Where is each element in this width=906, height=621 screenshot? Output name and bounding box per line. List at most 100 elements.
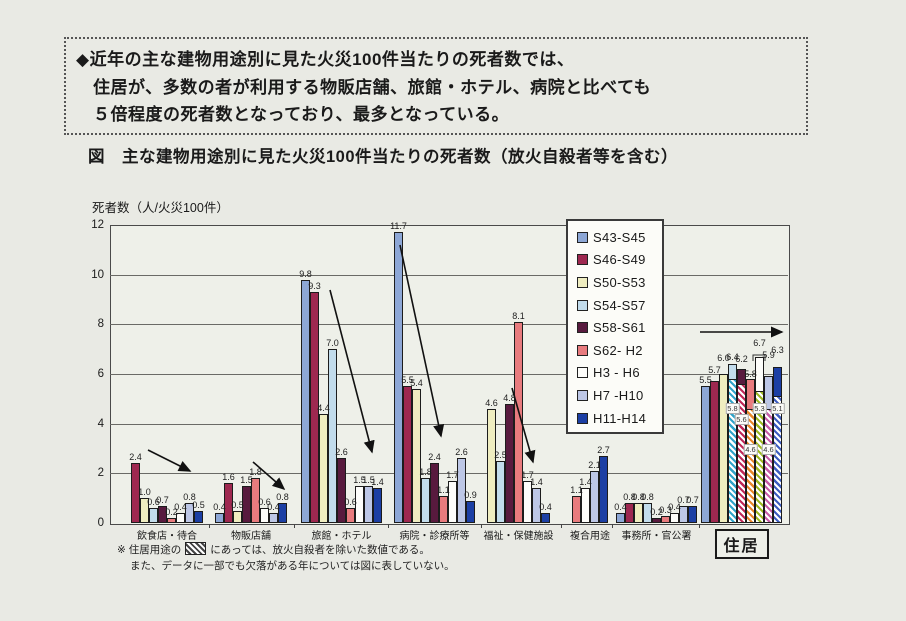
bar: [448, 480, 457, 523]
bar: [260, 508, 269, 523]
hatch-pattern-swatch: [185, 542, 207, 555]
gridline: [110, 473, 788, 475]
legend-swatch: [577, 231, 588, 243]
legend-item: S43-S45: [577, 226, 662, 249]
bar-value-label: 1.7: [521, 469, 534, 480]
legend-swatch: [577, 276, 588, 288]
bar-value-label: 0.6: [147, 497, 160, 508]
gridline: [110, 423, 788, 425]
footnote-line1-post: にあっては、放火自殺者を除いた数値である。: [210, 544, 430, 556]
y-axis-tick-label: 8: [97, 318, 104, 331]
bar-value-label: 4.8: [503, 392, 516, 403]
legend-label: H3 - H6: [593, 365, 640, 381]
hatch-bar-excluding-arson: [746, 408, 755, 523]
legend-swatch: [577, 299, 588, 311]
x-axis-tick: [209, 524, 210, 528]
bar-value-label: 4.4: [317, 402, 330, 413]
bar: [616, 513, 625, 523]
bar-value-label: 2.7: [597, 444, 610, 455]
x-axis-tick: [612, 524, 613, 528]
legend-label: S43-S45: [593, 229, 646, 245]
bar: [439, 495, 448, 523]
bar-value-label: 5.4: [410, 377, 423, 388]
summary-box: ◆近年の主な建物用途別に見た火災100件当たりの死者数では、 住居が、多数の者が…: [64, 37, 808, 135]
bar-value-label: 1.5: [362, 474, 375, 485]
bar-value-label: 9.8: [299, 268, 312, 279]
bar-value-label: 0.4: [267, 502, 280, 513]
bar: [688, 505, 697, 523]
bar-value-label: 1.4: [371, 477, 384, 488]
bar-value-label: 0.7: [686, 494, 699, 505]
bar-value-label: 0.4: [539, 502, 552, 513]
footnote-line1-pre: ※ 住居用途の: [117, 544, 182, 556]
bar: [514, 321, 523, 523]
bar: [233, 510, 242, 523]
bar: [643, 503, 652, 523]
x-axis-tick: [388, 524, 389, 528]
y-axis-title: 死者数（人/火災100件）: [92, 201, 229, 215]
bar-value-label: 6.2: [735, 354, 748, 365]
legend-swatch: [577, 254, 588, 266]
x-axis-tick: [481, 524, 482, 528]
bar-value-label: 9.3: [308, 281, 321, 292]
summary-line-3: ５倍程度の死者数となっており、最多となっている。: [93, 105, 510, 125]
bar: [310, 292, 319, 523]
bar-value-label: 1.1: [437, 484, 450, 495]
bar-value-label: 5.8: [744, 368, 757, 379]
bar-value-label: 5.9: [762, 350, 775, 361]
legend-swatch: [577, 412, 588, 424]
hatch-value-label: 4.6: [743, 444, 758, 455]
bar-value-label: 0.8: [632, 492, 645, 503]
bar-value-label: 5.5: [699, 375, 712, 386]
bar-value-label: 0.9: [464, 489, 477, 500]
legend-item: S50-S53: [577, 271, 662, 294]
bar-value-label: 0.3: [659, 504, 672, 515]
bar-value-label: 1.7: [446, 469, 459, 480]
bar-value-label: 11.7: [390, 221, 407, 232]
bar: [679, 505, 688, 523]
legend-label: H11-H14: [593, 410, 647, 426]
bar: [532, 488, 541, 523]
legend-item: H3 - H6: [577, 362, 662, 385]
y-axis-tick-label: 4: [97, 417, 104, 430]
bar-value-label: 0.2: [165, 507, 178, 518]
hatch-bar-excluding-arson: [773, 396, 782, 523]
bar: [194, 510, 203, 523]
bar-value-label: 0.6: [344, 497, 357, 508]
legend-label: S58-S61: [593, 320, 646, 336]
bar-value-label: 2.4: [129, 452, 142, 463]
chart-legend: S43-S45 S46-S49 S50-S53 S54-S57 S58-S61 S62- …: [566, 219, 664, 434]
hatch-bar-excluding-arson: [764, 408, 773, 523]
gridline: [110, 274, 788, 276]
bar-value-label: 0.5: [192, 499, 205, 510]
summary-line-2: 住居が、多数の者が利用する物販店舗、旅館・ホテル、病院と比べても: [93, 77, 652, 97]
bar-value-label: 7.0: [326, 338, 339, 349]
bar: [278, 503, 287, 523]
bar-value-label: 1.8: [419, 467, 432, 478]
bar: [634, 503, 643, 523]
bar: [466, 500, 475, 523]
legend-item: S46-S49: [577, 249, 662, 272]
bar: [131, 463, 140, 523]
y-axis-tick-label: 12: [91, 219, 104, 231]
footnote-line-2: また、データに一部でも欠落がある年については図に表していない。: [130, 560, 455, 573]
bar: [301, 279, 310, 523]
bar: [496, 460, 505, 523]
legend-item: H11-H14: [577, 407, 662, 430]
bar-value-label: 1.5: [353, 474, 366, 485]
hatch-bar-excluding-arson: [755, 391, 764, 523]
bar-value-label: 4.6: [485, 397, 498, 408]
x-axis-tick: [294, 524, 295, 528]
bar: [215, 513, 224, 523]
bar: [224, 483, 233, 523]
bar-value-label: 0.5: [231, 499, 244, 510]
hatch-value-label: 5.3: [752, 403, 767, 414]
bar: [430, 463, 439, 523]
bar-value-label: 6.3: [771, 344, 784, 355]
category-label: 旅館・ホテル: [311, 531, 372, 542]
bar: [412, 388, 421, 523]
legend-swatch: [577, 344, 588, 356]
bar: [185, 503, 194, 523]
legend-item: S58-S61: [577, 316, 662, 339]
bar: [581, 488, 590, 523]
